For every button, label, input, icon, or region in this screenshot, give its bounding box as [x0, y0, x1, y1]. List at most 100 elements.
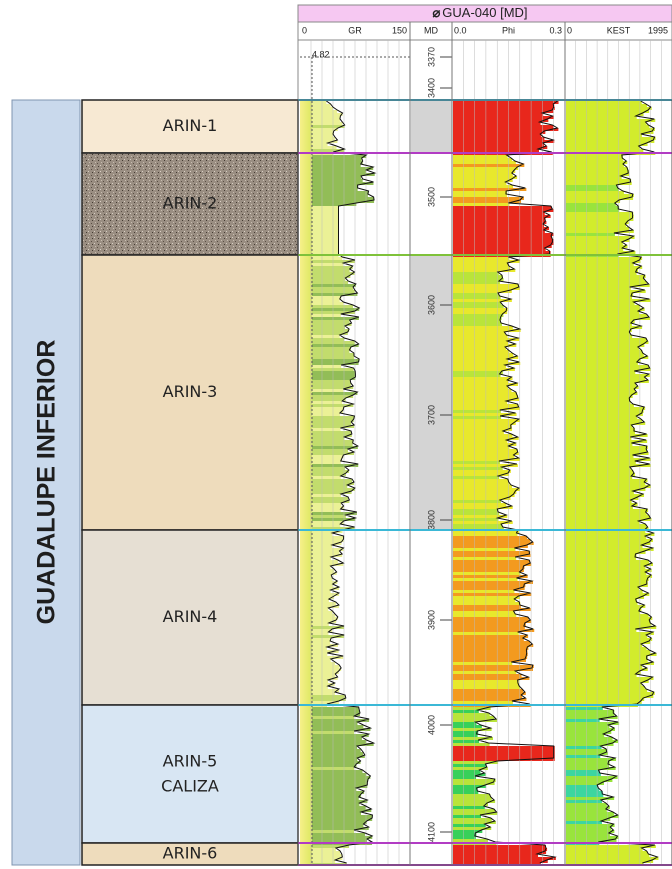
phi-fill — [453, 395, 519, 398]
phi-fill — [453, 743, 490, 746]
track-min: 0 — [302, 25, 307, 35]
phi-fill — [453, 539, 531, 542]
gr-fill — [312, 734, 369, 737]
kest-fill — [566, 290, 646, 293]
depth-label: 4000 — [426, 715, 436, 735]
kest-fill — [566, 584, 648, 587]
kest-fill — [566, 263, 634, 266]
depth-label: 3800 — [426, 510, 436, 530]
track-max: 0.3 — [549, 25, 562, 35]
phi-fill — [453, 146, 548, 149]
kest-fill — [566, 599, 637, 602]
kest-fill — [566, 206, 620, 209]
gr-fill — [312, 155, 367, 158]
gr-fill — [312, 131, 334, 134]
kest-fill — [566, 536, 647, 539]
gr-fill — [312, 551, 340, 554]
gr-fill — [312, 809, 372, 812]
phi-fill — [453, 713, 490, 716]
phi-fill — [453, 311, 508, 314]
kest-fill — [566, 449, 648, 452]
phi-fill — [453, 458, 520, 461]
kest-fill — [566, 113, 644, 116]
kest-fill — [566, 464, 651, 467]
depth-label: 4100 — [426, 822, 436, 842]
kest-fill — [566, 602, 638, 605]
gr-fill — [312, 590, 331, 593]
phi-fill — [453, 464, 518, 467]
kest-fill — [566, 764, 609, 767]
phi-fill — [453, 200, 522, 203]
gr-fill — [312, 656, 344, 659]
gr-fill — [312, 605, 339, 608]
gr-fill — [312, 212, 339, 215]
phi-fill — [453, 761, 499, 764]
gr-fill — [312, 479, 353, 482]
phi-fill — [453, 593, 532, 596]
kest-fill — [566, 836, 619, 839]
phi-fill — [453, 269, 516, 272]
phi-fill — [453, 218, 546, 221]
phi-fill — [453, 257, 510, 260]
phi-fill — [453, 608, 531, 611]
phi-fill — [453, 509, 499, 512]
kest-fill — [566, 350, 643, 353]
gr-fill — [312, 293, 358, 296]
phi-fill — [453, 359, 509, 362]
kest-fill — [566, 527, 649, 530]
phi-fill — [453, 413, 517, 416]
kest-fill — [566, 575, 653, 578]
kest-fill — [566, 800, 602, 803]
gr-fill — [312, 662, 336, 665]
phi-fill — [453, 380, 509, 383]
gr-fill — [312, 188, 358, 191]
phi-fill — [453, 830, 483, 833]
phi-fill — [453, 356, 519, 359]
phi-fill — [453, 740, 480, 743]
gr-fill — [312, 557, 331, 560]
gr-fill — [312, 395, 354, 398]
kest-fill — [566, 242, 623, 245]
phi-fill — [453, 524, 503, 527]
kest-fill — [566, 140, 655, 143]
gr-fill — [312, 506, 344, 509]
phi-fill — [453, 266, 510, 269]
kest-fill — [566, 224, 627, 227]
kest-fill — [566, 494, 645, 497]
phi-fill — [453, 545, 528, 548]
phi-fill — [453, 614, 517, 617]
kest-fill — [566, 737, 613, 740]
gr-fill — [312, 560, 338, 563]
kest-fill — [566, 341, 649, 344]
kest-fill — [566, 143, 648, 146]
phi-fill — [453, 809, 495, 812]
gr-fill — [312, 401, 343, 404]
gr-fill — [312, 593, 339, 596]
phi-fill — [453, 629, 535, 632]
phi-fill — [453, 104, 555, 107]
kest-fill — [566, 827, 612, 830]
gr-fill — [312, 341, 355, 344]
kest-fill — [566, 395, 633, 398]
gr-fill — [312, 776, 371, 779]
kest-fill — [566, 554, 637, 557]
depth-label: 3700 — [426, 405, 436, 425]
phi-fill — [453, 671, 517, 674]
gr-fill — [312, 794, 362, 797]
kest-fill — [566, 467, 631, 470]
gr-fill — [312, 857, 343, 860]
kest-fill — [566, 539, 653, 542]
gr-fill — [312, 530, 343, 533]
phi-fill — [453, 815, 481, 818]
kest-fill — [566, 491, 634, 494]
phi-fill — [453, 845, 546, 848]
phi-fill — [453, 800, 496, 803]
kest-fill — [566, 542, 651, 545]
phi-fill — [453, 335, 508, 338]
zone-column: ARIN-1 ARIN-2 ARIN-3 ARIN-4 ARIN-5 CALIZA ARIN… — [81, 99, 299, 866]
zone-box — [81, 529, 299, 706]
gr-fill — [312, 821, 367, 824]
track-min: 0 — [567, 25, 572, 35]
gr-fill — [312, 617, 338, 620]
